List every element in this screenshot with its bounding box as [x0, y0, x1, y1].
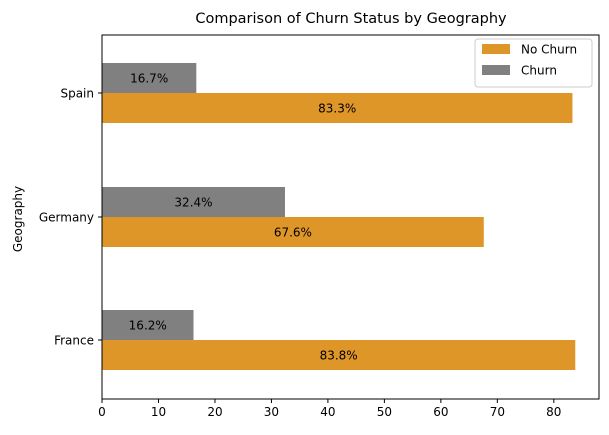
y-axis: France Germany Spain: [39, 87, 102, 348]
bar-label-no-churn-france: 83.8%: [320, 349, 358, 363]
y-tick-label-spain: Spain: [60, 87, 94, 101]
bar-label-churn-spain: 16.7%: [130, 72, 168, 86]
bar-churn-germany: [102, 187, 285, 217]
bars-layer: [102, 63, 576, 370]
y-tick-label-france: France: [54, 334, 94, 348]
x-tick-label: 70: [490, 405, 505, 419]
x-tick-label: 20: [207, 405, 222, 419]
y-axis-label: Geography: [11, 186, 25, 252]
legend-swatch-no-churn: [482, 44, 510, 54]
x-axis: 0 10 20 30 40 50 60 70 80: [98, 399, 561, 419]
legend-label-no-churn: No Churn: [521, 43, 577, 57]
x-tick-label: 60: [433, 405, 448, 419]
x-tick-label: 40: [320, 405, 335, 419]
bar-no-churn-spain: [102, 93, 573, 123]
bar-no-churn-france: [102, 340, 576, 370]
x-tick-label: 30: [264, 405, 279, 419]
bar-label-churn-germany: 32.4%: [174, 196, 212, 210]
bar-churn-spain: [102, 63, 197, 93]
x-tick-label: 10: [151, 405, 166, 419]
legend: No Churn Churn: [474, 38, 593, 88]
bar-label-no-churn-germany: 67.6%: [274, 226, 312, 240]
legend-swatch-churn: [482, 65, 510, 75]
bar-labels-layer: 83.8% 16.2% 67.6% 32.4% 83.3% 16.7%: [129, 72, 358, 363]
chart-title: Comparison of Churn Status by Geography: [195, 11, 507, 27]
legend-label-churn: Churn: [521, 64, 557, 78]
x-tick-label: 0: [98, 405, 106, 419]
y-tick-label-germany: Germany: [39, 211, 94, 225]
bar-label-churn-france: 16.2%: [129, 319, 167, 333]
bar-label-no-churn-spain: 83.3%: [318, 102, 356, 116]
bar-no-churn-germany: [102, 217, 484, 247]
x-tick-label: 50: [377, 405, 392, 419]
bar-churn-france: [102, 310, 194, 340]
x-tick-label: 80: [546, 405, 561, 419]
